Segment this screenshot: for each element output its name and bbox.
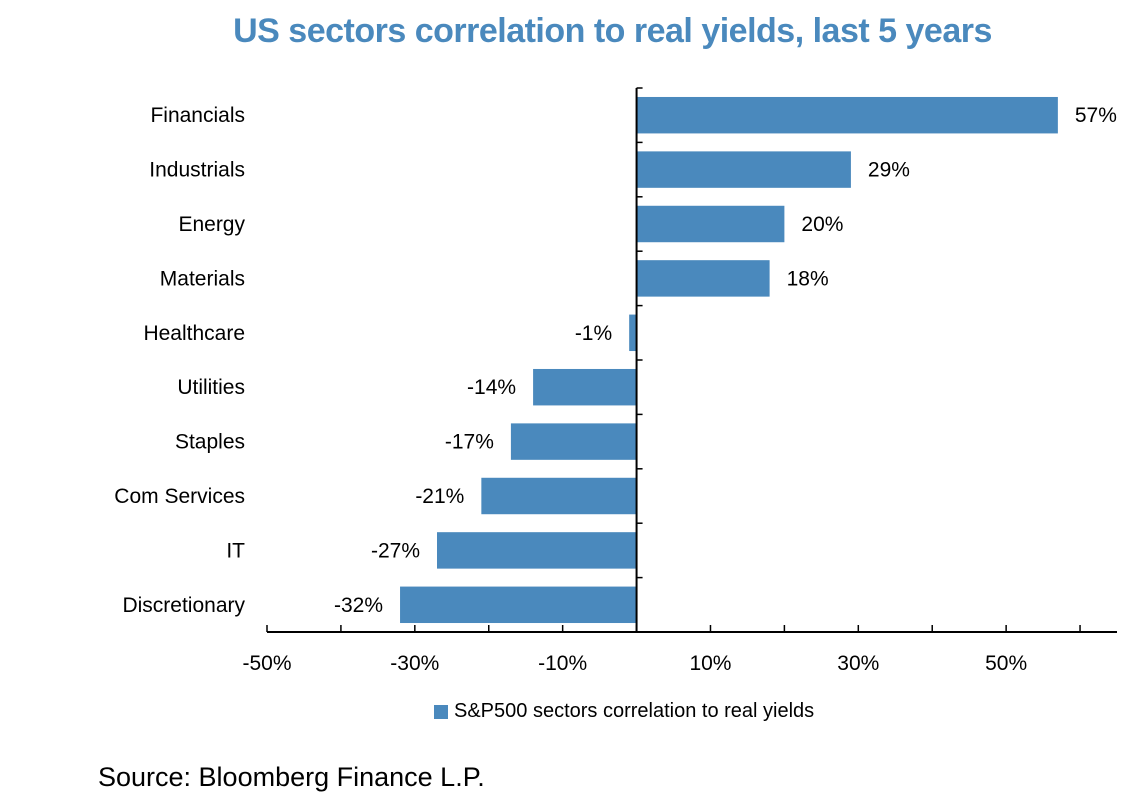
value-label: -1%: [575, 322, 612, 345]
category-label: Discretionary: [122, 594, 245, 617]
bar-financials: [636, 96, 1058, 134]
value-label: 18%: [787, 267, 829, 290]
x-tick-label: -50%: [242, 652, 291, 675]
bar-energy: [636, 205, 785, 243]
category-label: Com Services: [114, 485, 245, 508]
x-tick-label: 10%: [689, 652, 731, 675]
category-label: Utilities: [177, 376, 245, 399]
category-label: Energy: [178, 213, 245, 236]
value-label: -32%: [334, 594, 383, 617]
chart-title: US sectors correlation to real yields, l…: [233, 12, 992, 50]
category-label: Staples: [175, 431, 245, 454]
category-label: Materials: [160, 267, 245, 290]
axis-layer: -50% -30% -10% 10% 30% 50%: [242, 87, 1117, 675]
value-label: -14%: [467, 376, 516, 399]
x-tick-label: -30%: [390, 652, 439, 675]
value-label: -27%: [371, 539, 420, 562]
bar-utilities: [533, 368, 637, 406]
value-label: 57%: [1075, 104, 1117, 127]
category-label: Financials: [150, 104, 245, 127]
legend-swatch: [434, 704, 448, 719]
labels-layer: Financials 57% Industrials 29% Energy 20% Mate…: [114, 104, 1117, 617]
category-label: IT: [226, 539, 245, 562]
bar-staples: [510, 423, 637, 460]
bar-com-services: [481, 477, 637, 515]
bar-it: [437, 532, 637, 569]
x-tick-label: 50%: [985, 652, 1027, 675]
bar-discretionary: [400, 586, 637, 624]
value-label: -17%: [445, 431, 494, 454]
legend: S&P500 sectors correlation to real yield…: [434, 700, 814, 723]
category-label: Industrials: [149, 159, 245, 182]
value-label: -21%: [415, 485, 464, 508]
legend-label: S&P500 sectors correlation to real yield…: [454, 700, 815, 722]
bars-layer: [400, 96, 1058, 624]
source-note: Source: Bloomberg Finance L.P.: [98, 762, 485, 792]
value-label: 20%: [801, 213, 843, 236]
category-label: Healthcare: [143, 322, 245, 345]
bar-healthcare: [629, 314, 637, 352]
bar-industrials: [636, 151, 851, 188]
x-tick-label: 30%: [837, 652, 879, 675]
x-tick-label: -10%: [538, 652, 587, 675]
bar-materials: [636, 260, 770, 297]
value-label: 29%: [868, 159, 910, 182]
